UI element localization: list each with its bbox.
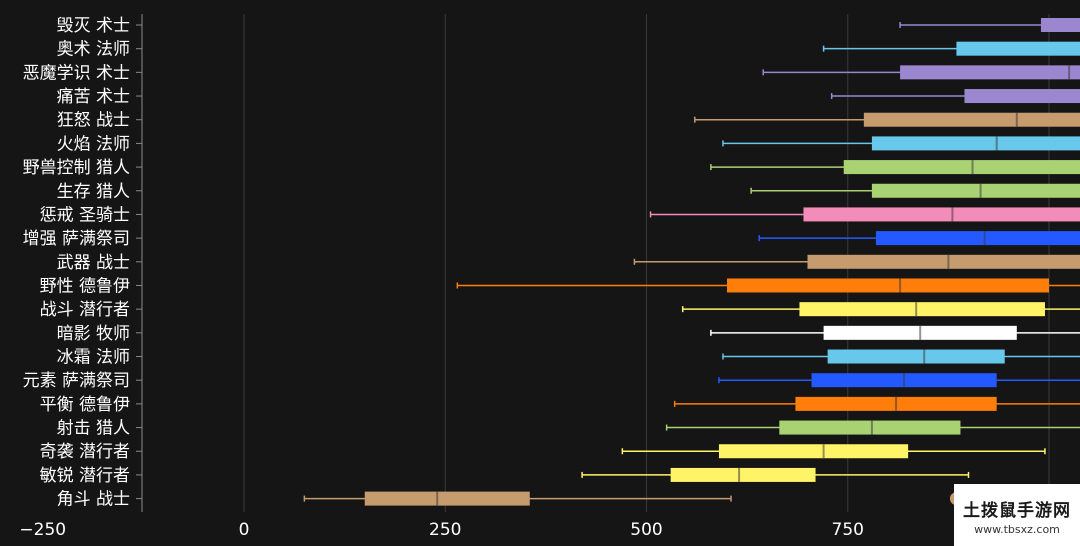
watermark-url: www.tbsxz.com — [974, 523, 1060, 536]
boxplot-row — [718, 373, 1080, 388]
category-label: 奇袭 潜行者 — [40, 442, 130, 462]
boxplot-row — [681, 302, 1080, 317]
category-label: 元素 萨满祭司 — [23, 371, 130, 391]
box-iqr — [727, 278, 1049, 293]
category-label: 平衡 德鲁伊 — [40, 395, 130, 415]
x-tick-label: 750 — [832, 520, 864, 540]
boxplot-row — [722, 136, 1080, 151]
box-iqr — [871, 183, 1080, 198]
box-iqr — [799, 302, 1045, 317]
boxplot-row — [822, 41, 1080, 56]
category-label: 痛苦 术士 — [57, 87, 130, 107]
category-label: 狂怒 战士 — [57, 111, 130, 131]
watermark-logo: 土拨鼠手游网 www.tbsxz.com — [954, 484, 1080, 546]
box-iqr — [964, 89, 1080, 104]
boxplot-row — [694, 112, 1080, 127]
boxplot-row — [581, 467, 970, 482]
x-tick-label: −250 — [19, 520, 66, 540]
box-iqr — [364, 491, 530, 506]
category-label: 惩戒 圣骑士 — [40, 205, 130, 225]
box-iqr — [843, 160, 1080, 175]
x-tick-label: 250 — [429, 520, 461, 540]
boxplot-row — [750, 183, 1080, 198]
boxplot-row — [710, 160, 1080, 175]
box-iqr — [900, 65, 1080, 80]
box-iqr — [1040, 18, 1080, 32]
boxplot-row — [758, 231, 1080, 246]
boxplot-row — [899, 18, 1080, 32]
category-label: 毁灭 术士 — [57, 16, 130, 36]
category-label: 角斗 战士 — [57, 490, 130, 510]
boxplot-row — [649, 207, 1080, 222]
category-label: 奥术 法师 — [57, 40, 130, 60]
boxplot-row — [673, 396, 1080, 411]
boxplot-row — [621, 444, 1046, 459]
box-iqr — [803, 207, 1080, 222]
category-label: 恶魔学识 术士 — [23, 63, 130, 83]
category-label: 战斗 潜行者 — [40, 300, 130, 320]
category-label: 冰霜 法师 — [57, 348, 130, 368]
box-iqr — [779, 420, 961, 435]
category-label: 增强 萨满祭司 — [23, 229, 130, 249]
box-iqr — [871, 136, 1080, 151]
watermark-title: 土拨鼠手游网 — [963, 501, 1071, 521]
box-iqr — [863, 112, 1080, 127]
category-label: 射击 猎人 — [57, 419, 130, 439]
category-label: 暗影 牧师 — [57, 324, 130, 344]
x-tick-label: 0 — [239, 520, 250, 540]
box-iqr — [956, 41, 1080, 56]
box-iqr — [827, 349, 1005, 364]
boxplot-row — [722, 349, 1080, 364]
boxplot-row — [633, 254, 1080, 269]
boxplot-row — [665, 420, 1080, 435]
boxplot-row — [456, 278, 1080, 293]
x-tick-label: 500 — [630, 520, 662, 540]
boxplot-row — [762, 65, 1080, 80]
category-label: 火焰 法师 — [57, 134, 130, 154]
box-iqr — [718, 444, 909, 459]
box-iqr — [875, 231, 1080, 246]
category-label: 武器 战士 — [57, 253, 130, 273]
category-label: 生存 猎人 — [57, 182, 130, 202]
box-iqr — [807, 254, 1080, 269]
boxplot-row — [710, 325, 1080, 340]
box-iqr — [670, 467, 816, 482]
category-label: 野兽控制 猎人 — [23, 158, 130, 178]
boxplot-row — [830, 89, 1080, 104]
category-label: 敏锐 潜行者 — [40, 466, 130, 486]
boxplot-row — [303, 491, 963, 506]
category-label: 野性 德鲁伊 — [40, 276, 130, 296]
